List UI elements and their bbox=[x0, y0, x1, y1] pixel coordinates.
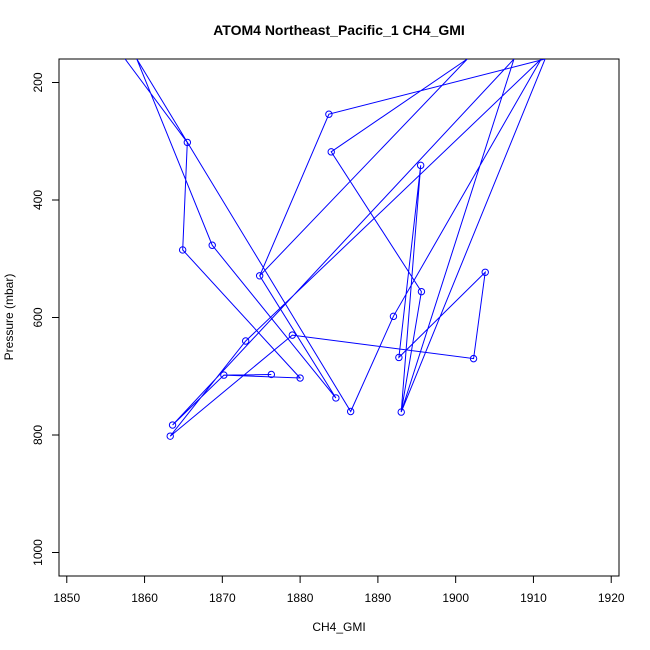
y-tick-label: 600 bbox=[31, 307, 45, 327]
data-point bbox=[166, 432, 174, 440]
y-tick-label: 800 bbox=[31, 425, 45, 445]
data-point bbox=[168, 421, 177, 429]
data-point bbox=[416, 161, 425, 170]
data-point bbox=[183, 138, 192, 147]
data-point bbox=[178, 246, 187, 254]
data-point bbox=[288, 331, 297, 339]
data-point bbox=[255, 272, 264, 280]
data-point bbox=[395, 353, 403, 362]
x-tick-label: 1880 bbox=[287, 591, 314, 605]
x-axis-label: CH4_GMI bbox=[312, 620, 365, 634]
x-tick-label: 1870 bbox=[209, 591, 236, 605]
y-axis-label: Pressure (mbar) bbox=[2, 274, 16, 361]
x-tick-label: 1850 bbox=[53, 591, 80, 605]
series-line bbox=[124, 59, 546, 437]
y-tick-label: 1000 bbox=[31, 539, 45, 566]
x-tick-label: 1920 bbox=[598, 591, 625, 605]
x-tick-label: 1890 bbox=[365, 591, 392, 605]
data-point bbox=[327, 148, 335, 156]
x-tick-label: 1910 bbox=[520, 591, 547, 605]
data-point bbox=[389, 312, 398, 321]
x-tick-label: 1900 bbox=[442, 591, 469, 605]
x-axis: 1850 1860 1870 1880 1890 1900 1910 1920 bbox=[53, 575, 625, 605]
data-point bbox=[332, 394, 340, 402]
data-point bbox=[220, 371, 228, 379]
data-point bbox=[296, 374, 304, 382]
data-point bbox=[208, 241, 216, 249]
data-point bbox=[417, 287, 426, 296]
data-point bbox=[346, 407, 355, 416]
y-axis: 200 400 600 800 1000 bbox=[31, 72, 60, 566]
data-point bbox=[325, 110, 333, 118]
data-point bbox=[267, 370, 276, 379]
plot-area bbox=[124, 59, 546, 440]
data-point bbox=[241, 337, 250, 345]
data-point bbox=[469, 354, 478, 363]
data-point bbox=[397, 408, 405, 416]
chart-title: ATOM4 Northeast_Pacific_1 CH4_GMI bbox=[213, 22, 465, 38]
data-point bbox=[481, 268, 489, 276]
plot-frame bbox=[58, 58, 620, 577]
y-tick-label: 200 bbox=[31, 72, 45, 92]
y-tick-label: 400 bbox=[31, 190, 45, 210]
x-tick-label: 1860 bbox=[131, 591, 158, 605]
